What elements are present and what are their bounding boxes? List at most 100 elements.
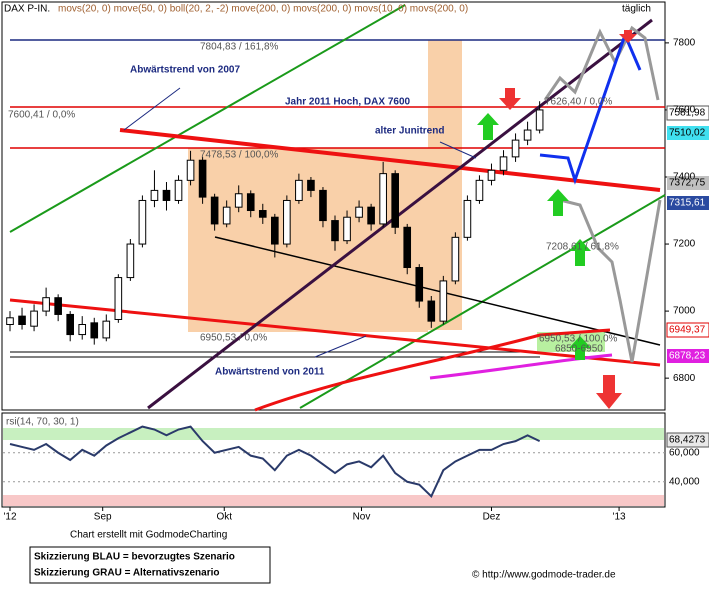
candle-body: [523, 129, 532, 141]
candle-body: [439, 280, 448, 322]
price-label: 7510,02: [669, 128, 706, 139]
candle-body: [487, 169, 496, 181]
x-tick-label: Sep: [94, 512, 112, 523]
fib-label: 6950,53 / 100,0%: [539, 334, 618, 345]
y-tick-label: 7400: [673, 172, 696, 183]
y-tick-label: 7800: [673, 38, 696, 49]
arrow-down: [596, 375, 622, 409]
indicators: movs(20, 0) move(50, 0) boll(20, 2, -2) …: [58, 4, 468, 15]
rsi-title: rsi(14, 70, 30, 1): [6, 417, 79, 428]
arrow-up: [477, 113, 499, 140]
candle-body: [355, 206, 363, 218]
arrow-up: [547, 189, 569, 216]
candle-body: [138, 199, 147, 245]
rsi-line: [9, 425, 541, 498]
legend-box: [29, 546, 271, 584]
trend-line: [9, 4, 406, 233]
price-label: 7372,75: [669, 178, 706, 189]
fib-label: 6950,53 / 0,0%: [200, 333, 267, 344]
scenario-blue: [539, 30, 642, 185]
price-label: 6949,37: [669, 325, 706, 336]
trend-line: [214, 236, 661, 346]
fib-label: 7626,40 / 0,0%: [545, 97, 612, 108]
candle-body: [90, 322, 99, 339]
credit: Chart erstellt mit GodmodeCharting: [70, 530, 227, 541]
trend-line: [119, 128, 661, 192]
arrow-up: [569, 239, 591, 266]
candle-body: [102, 320, 111, 339]
candle-body: [331, 220, 339, 242]
candle-body: [54, 297, 62, 315]
candle-body: [186, 159, 195, 181]
pointer: [314, 335, 367, 358]
fib-label: 7804,83 / 161,8%: [200, 42, 279, 53]
scenario-gray: [543, 25, 660, 101]
candle-body: [463, 199, 472, 238]
candle-body: [150, 189, 159, 201]
candle-body: [18, 315, 26, 326]
candle-body: [535, 109, 544, 131]
candle-body: [499, 156, 508, 171]
candle-body: [114, 277, 123, 320]
price-label: 7581,98: [669, 108, 706, 119]
candle-body: [415, 267, 424, 302]
candle-body: [511, 139, 520, 158]
candle-body: [222, 206, 231, 225]
rsi-tick-label: 40,000: [669, 476, 700, 487]
x-tick-label: '13: [613, 512, 626, 523]
x-tick-label: Nov: [353, 512, 371, 523]
candle-body: [475, 179, 484, 201]
moving-average: [254, 328, 611, 412]
candle-body: [379, 173, 387, 225]
legend-text: Skizzierung GRAU = Alternativszenario: [34, 568, 220, 579]
candle-body: [307, 179, 315, 191]
pointer: [123, 87, 181, 131]
x-tick-label: Okt: [216, 512, 232, 523]
legend-text: Skizzierung BLAU = bevorzugtes Szenario: [34, 552, 235, 563]
annotation: Jahr 2011 Hoch, DAX 7600: [285, 97, 411, 108]
price-label: 6878,23: [669, 351, 706, 362]
rsi-oversold-band: [3, 495, 664, 506]
candle-body: [403, 226, 412, 269]
copyright: © http://www.godmode-trader.de: [472, 570, 616, 581]
arrow-down: [619, 30, 637, 43]
rsi-tick-label: 60,000: [669, 447, 700, 458]
y-tick-label: 7600: [673, 105, 696, 116]
annotation: Abwärtstrend von 2011: [215, 367, 325, 378]
candle-body: [427, 300, 436, 322]
candle-body: [246, 193, 255, 212]
rsi-panel: [1, 412, 666, 508]
moving-average: [429, 353, 613, 380]
annotation: Abwärtstrend von 2007: [130, 65, 240, 76]
candle-body: [391, 173, 399, 228]
candle-body: [6, 317, 14, 326]
candle-body: [451, 236, 460, 282]
arrow-up: [569, 336, 591, 360]
fib-label: 7600,41 / 0,0%: [8, 110, 75, 121]
candle-body: [210, 196, 219, 225]
candle-body: [198, 159, 207, 198]
pointer: [439, 141, 477, 159]
arrow-down: [499, 88, 521, 110]
candle-body: [78, 324, 87, 336]
y-tick-label: 6800: [673, 373, 696, 384]
price-label: 7315,61: [669, 198, 706, 209]
scenario-gray: [559, 198, 662, 363]
candle-body: [283, 199, 291, 245]
x-tick-label: '12: [3, 512, 16, 523]
chart-title: DAX P-IN.: [4, 4, 50, 15]
candle-body: [42, 297, 50, 312]
candle-body: [66, 313, 74, 336]
candle-body: [319, 189, 327, 222]
fib-label: 7478,53 / 100,0%: [200, 150, 279, 161]
fib-label: 7208,61 / 61,8%: [546, 242, 619, 253]
timeframe: täglich: [622, 4, 651, 15]
candle-body: [271, 216, 279, 245]
candle-body: [295, 179, 303, 201]
annotation: alter Junitrend: [375, 126, 444, 137]
price-panel: [1, 1, 666, 411]
candle-body: [126, 243, 135, 279]
candle-body: [174, 179, 183, 201]
candle-body: [30, 310, 38, 327]
